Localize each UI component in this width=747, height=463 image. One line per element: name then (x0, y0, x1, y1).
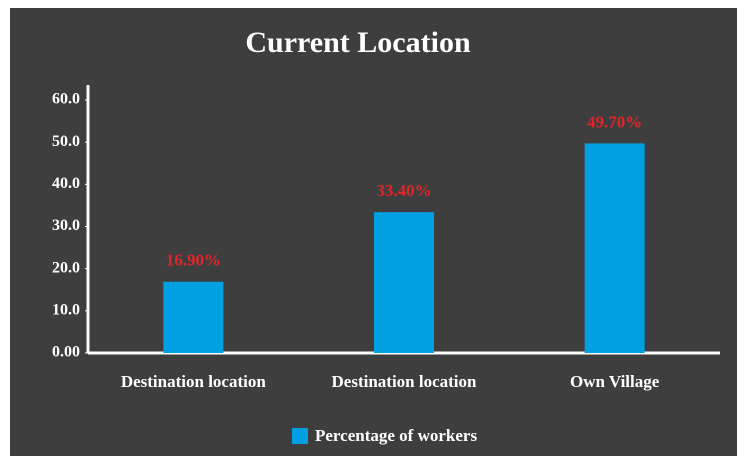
value-label: 33.40% (376, 181, 431, 200)
chart-title: Current Location (245, 26, 471, 59)
y-tick-label: 30.0 (52, 217, 80, 234)
x-tick-label: Destination location (121, 372, 267, 391)
bar (584, 143, 645, 353)
y-tick-label: 40.0 (52, 175, 80, 192)
value-label: 16.90% (166, 251, 221, 270)
bar (374, 212, 434, 353)
legend-swatch (292, 428, 308, 444)
y-tick-label: 20.0 (52, 259, 80, 276)
bar (163, 281, 224, 353)
x-tick-label: Destination location (332, 372, 478, 391)
y-tick-label: 60.0 (52, 91, 80, 108)
y-tick-label: 0.00 (52, 344, 80, 361)
value-label: 49.70% (587, 112, 642, 131)
y-tick-label: 50.0 (52, 133, 80, 150)
y-tick-label: 10.0 (52, 302, 80, 319)
x-tick-label: Own Village (570, 372, 660, 391)
legend-label: Percentage of workers (315, 426, 477, 445)
